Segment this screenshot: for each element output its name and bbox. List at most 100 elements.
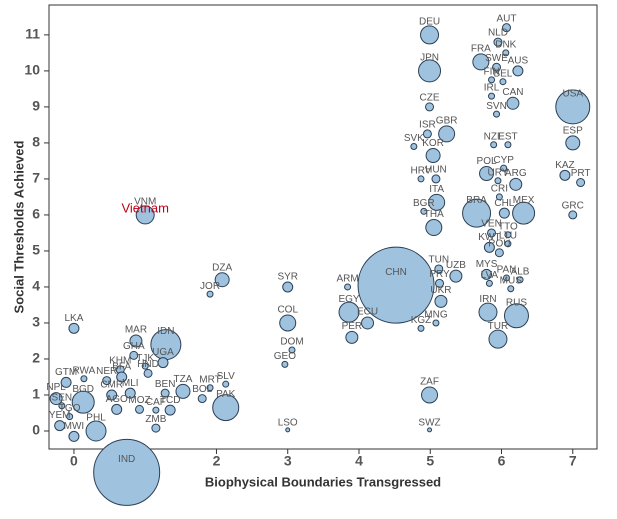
country-label: NLD [488,28,508,39]
country-label: CHN [385,267,407,278]
country-label: KHM [109,355,131,366]
country-bubble [512,201,536,225]
country-label: UGA [152,347,174,358]
y-tick-label: 3 [32,314,40,330]
country-label: THA [424,209,444,220]
country-label: AUT [496,13,516,24]
country-label: FRA [471,44,491,55]
country-label: COL [277,305,298,316]
country-bubble [116,371,128,383]
country-bubble [106,389,118,401]
country-label: SWZ [418,418,440,429]
country-bubble [425,219,443,237]
country-bubble [425,102,435,112]
country-label: MUS [500,275,523,286]
x-tick-label: 2 [213,453,221,469]
country-label: CZE [420,93,440,104]
y-tick-label: 6 [32,206,40,222]
country-label: TUN [429,255,450,266]
country-label: BEL [493,68,512,79]
country-bubble [197,394,207,404]
country-bubble [488,329,508,349]
y-tick-label: 1 [32,386,40,402]
country-bubble [111,403,123,415]
y-tick-label: 11 [25,26,40,42]
country-label: NZE [484,131,504,142]
annotation: Vietnam [121,200,168,215]
country-label: USA [562,89,583,100]
country-label: HUN [425,165,447,176]
country-bubble [93,438,161,506]
country-label: MAR [125,325,147,336]
country-label: SVN [486,101,507,112]
country-bubble [472,53,490,71]
country-label: DEU [419,17,440,28]
country-bubble [129,350,139,360]
country-bubble [427,427,433,433]
country-label: ECU [357,307,378,318]
y-tick-label: 4 [32,278,40,294]
country-bubble [68,322,80,334]
country-bubble [488,76,496,84]
country-label: IRL [484,83,500,94]
country-bubble [279,314,297,332]
country-label: TUR [488,321,509,332]
country-bubble [435,278,445,288]
country-bubble [479,166,495,182]
country-bubble [509,177,523,191]
country-label: JPN [420,53,439,64]
country-label: LVA [481,270,499,281]
country-label: VEN [481,219,502,230]
plot-frame [48,4,598,450]
country-label: CHL [494,198,514,209]
country-bubble [555,89,591,125]
country-bubble [410,143,418,151]
country-label: GRC [562,201,584,212]
country-bubble [499,78,507,86]
country-label: DNK [495,40,516,51]
country-bubble [449,269,463,283]
country-bubble [493,110,501,118]
country-bubble [506,96,520,110]
x-tick-label: 5 [426,453,434,469]
country-bubble [288,346,296,354]
country-bubble [157,357,169,369]
country-bubble [420,25,440,45]
country-label: PAK [216,389,236,400]
country-label: TZA [174,374,193,385]
country-bubble [576,178,586,188]
country-label: MNG [424,310,448,321]
country-bubble [504,240,512,248]
country-label: NPL [46,382,66,393]
country-bubble [141,362,149,370]
country-label: GTM [55,367,77,378]
country-label: BGR [413,198,435,209]
country-bubble [494,177,502,185]
country-bubble [421,386,439,404]
country-bubble [434,294,448,308]
country-bubble [417,175,425,183]
country-label: DOM [280,337,303,348]
country-bubble [164,404,176,416]
y-tick-label: 9 [32,98,40,114]
country-bubble [494,248,504,258]
country-label: NER [96,366,117,377]
country-label: RUS [506,297,527,308]
country-label: EST [498,131,517,142]
country-bubble [80,375,88,383]
country-label: BFA [112,362,131,373]
country-bubble [285,427,291,433]
country-label: KWT [478,232,500,243]
country-bubble [565,135,581,151]
country-label: GEO [274,351,296,362]
country-label: ZMB [145,414,166,425]
country-bubble [420,207,428,215]
country-bubble [66,413,74,421]
country-label: DZA [212,262,232,273]
country-label: ITA [429,184,444,195]
country-bubble [143,368,153,378]
country-label: JOR [200,281,220,292]
country-label: ISR [419,120,436,131]
country-label: YEM [49,410,71,421]
